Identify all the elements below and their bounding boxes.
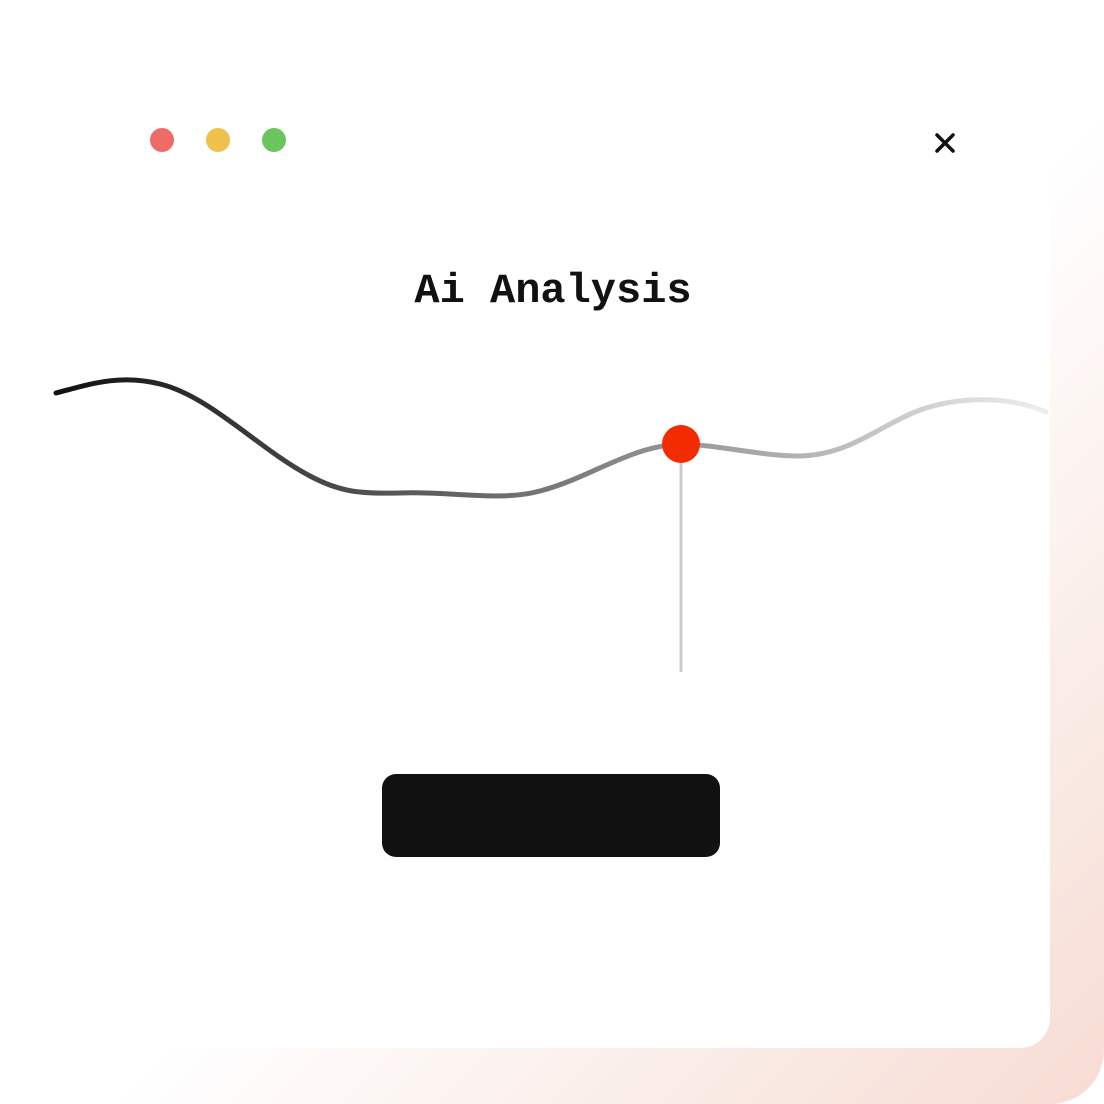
action-button[interactable] (382, 774, 720, 857)
marker-dot[interactable] (662, 425, 700, 463)
close-dot[interactable] (150, 128, 174, 152)
close-icon[interactable] (935, 133, 955, 153)
window (0, 0, 1050, 1048)
minimize-dot[interactable] (206, 128, 230, 152)
trend-curve (53, 377, 1049, 499)
maximize-dot[interactable] (262, 128, 286, 152)
title: Ai Analysis (414, 267, 691, 315)
